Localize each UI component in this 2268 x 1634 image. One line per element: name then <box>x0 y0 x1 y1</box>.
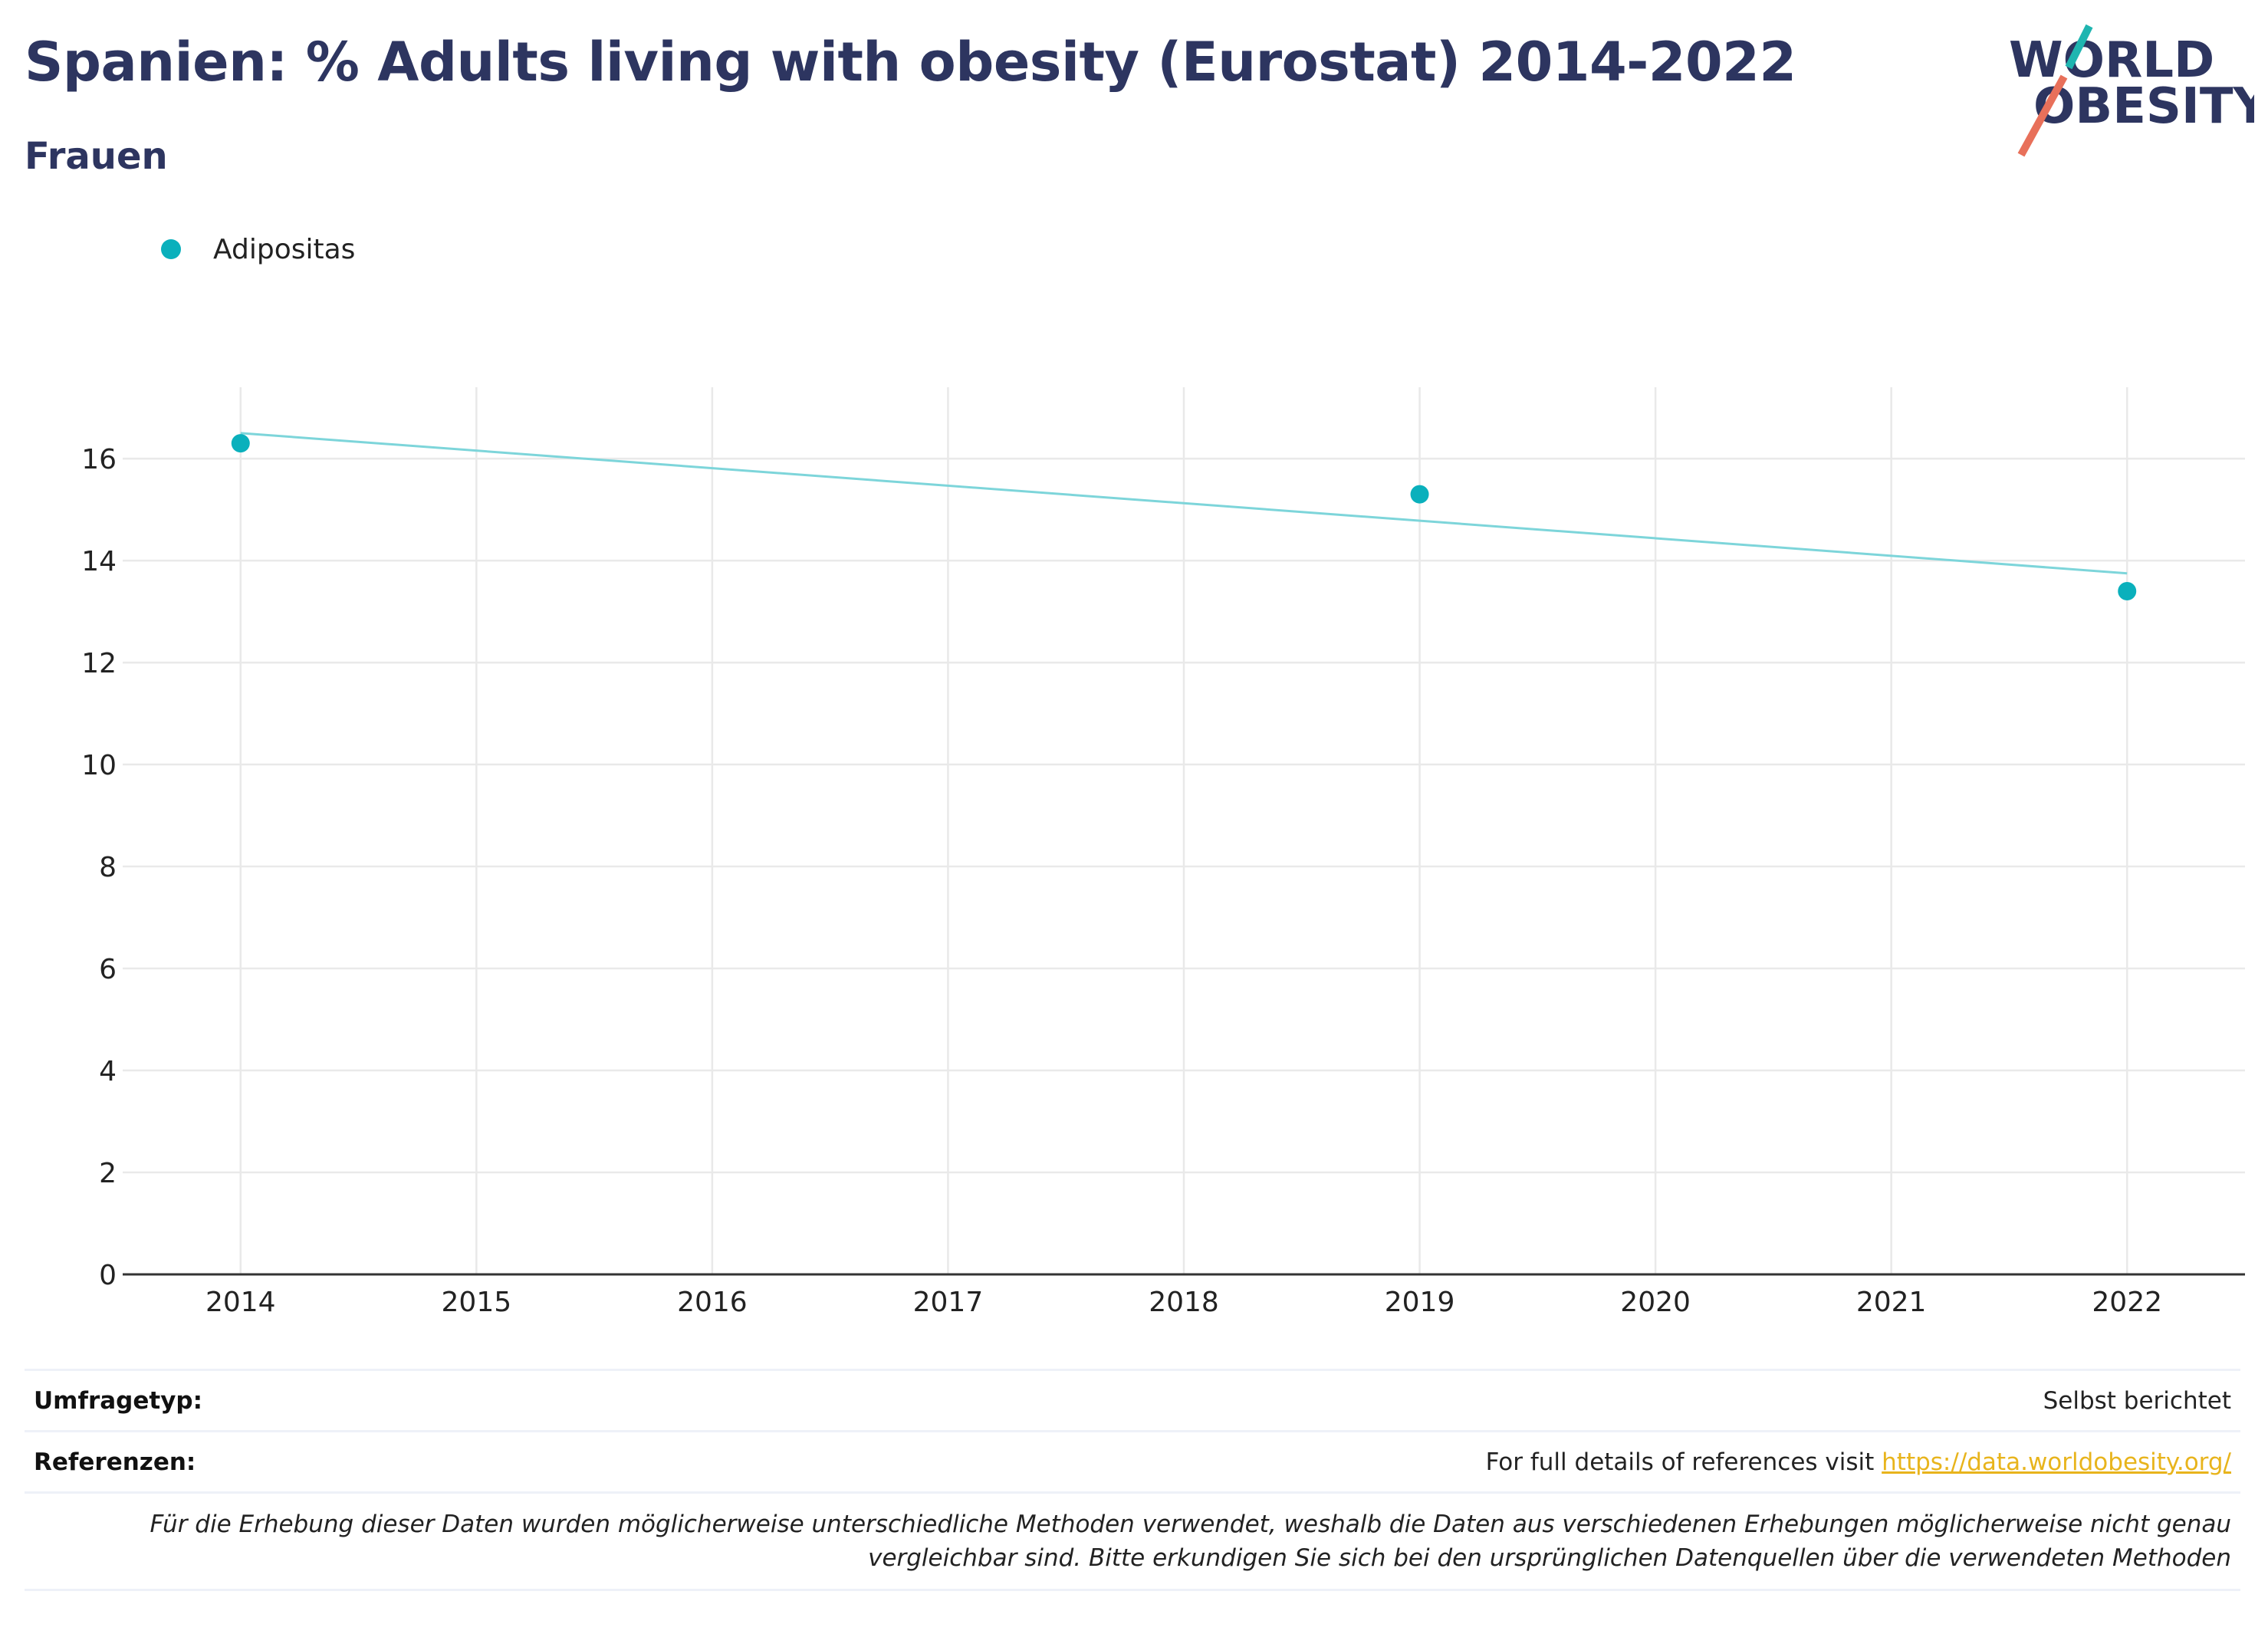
y-tick-label: 8 <box>99 852 117 883</box>
chart-subtitle: Frauen <box>25 135 168 178</box>
x-tick-label: 2019 <box>1385 1287 1455 1318</box>
x-tick-label: 2014 <box>205 1287 276 1318</box>
trend-line <box>240 432 2128 575</box>
y-tick-label: 14 <box>81 546 117 577</box>
y-tick-label: 10 <box>81 750 117 781</box>
x-tick-label: 2017 <box>913 1287 984 1318</box>
data-point-2014 <box>231 434 250 453</box>
survey-type-label: Umfragetyp: <box>34 1386 202 1415</box>
y-tick-label: 6 <box>99 954 117 985</box>
x-tick-label: 2020 <box>1620 1287 1691 1318</box>
y-tick-label: 16 <box>81 444 117 475</box>
data-point-2022 <box>2118 581 2137 600</box>
x-tick-label: 2021 <box>1856 1287 1927 1318</box>
x-tick-label: 2015 <box>442 1287 512 1318</box>
footer-row-references: Referenzen: For full details of referenc… <box>25 1430 2240 1491</box>
x-tick-label: 2018 <box>1149 1287 1219 1318</box>
y-tick-label: 4 <box>99 1056 117 1087</box>
y-tick-label: 2 <box>99 1158 117 1189</box>
references-link[interactable]: https://data.worldobesity.org/ <box>1882 1448 2231 1476</box>
legend-marker-adipositas <box>161 239 181 259</box>
chart-legend[interactable]: Adipositas <box>161 230 355 268</box>
methodology-note: Für die Erhebung dieser Daten wurden mög… <box>25 1491 2240 1591</box>
x-tick-label: 2016 <box>677 1287 748 1318</box>
methodology-note-line-2: vergleichbar sind. Bitte erkundigen Sie … <box>868 1544 2231 1572</box>
references-text: For full details of references visit <box>1485 1448 1875 1476</box>
chart-footer: Umfragetyp: Selbst berichtet Referenzen:… <box>25 1369 2240 1591</box>
logo-word-obesity: OBESITY <box>2033 78 2254 135</box>
logo-word-world: WORLD <box>2009 32 2214 89</box>
legend-label-adipositas: Adipositas <box>213 233 356 265</box>
references-label: Referenzen: <box>34 1448 196 1476</box>
x-tick-label: 2022 <box>2092 1287 2162 1318</box>
footer-row-survey: Umfragetyp: Selbst berichtet <box>25 1369 2240 1430</box>
methodology-note-line-1: Für die Erhebung dieser Daten wurden mög… <box>150 1511 2231 1538</box>
logo-slash-teal <box>2065 24 2093 70</box>
data-point-2019 <box>1410 485 1429 504</box>
world-obesity-logo: WORLD OBESITY <box>2009 24 2254 157</box>
references-value: For full details of references visit htt… <box>1486 1448 2231 1476</box>
y-tick-label: 12 <box>81 648 117 679</box>
y-tick-label: 0 <box>99 1260 117 1291</box>
logo-slash-red <box>2017 74 2068 157</box>
survey-type-value: Selbst berichtet <box>2043 1386 2231 1415</box>
chart-title: Spanien: % Adults living with obesity (E… <box>25 31 1796 94</box>
line-chart: 2014 2015 2016 2017 2018 2019 2020 2021 2022 0 2 4 6… <box>81 387 2245 1318</box>
